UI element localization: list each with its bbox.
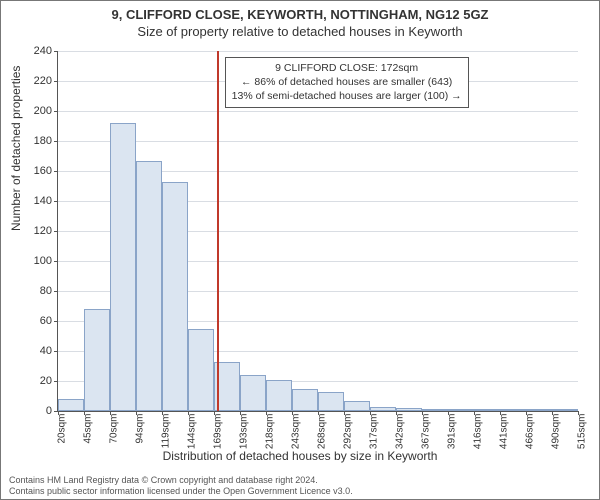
- histogram-bar: [110, 123, 136, 411]
- histogram-bar: [344, 401, 370, 412]
- chart-container: 9, CLIFFORD CLOSE, KEYWORTH, NOTTINGHAM,…: [0, 0, 600, 500]
- histogram-bar: [552, 409, 578, 411]
- ytick-label: 40: [22, 345, 52, 357]
- xtick-label: 292sqm: [343, 414, 354, 450]
- ytick-label: 160: [22, 165, 52, 177]
- ytick-mark: [54, 141, 58, 142]
- histogram-bar: [188, 329, 214, 412]
- xtick-label: 367sqm: [421, 414, 432, 450]
- histogram-bar: [474, 409, 500, 411]
- xtick-label: 119sqm: [161, 414, 172, 449]
- xtick-label: 515sqm: [577, 414, 588, 450]
- histogram-bar: [422, 409, 448, 411]
- xtick-label: 317sqm: [369, 414, 380, 450]
- ytick-label: 80: [22, 285, 52, 297]
- histogram-bar: [266, 380, 292, 412]
- ytick-label: 220: [22, 75, 52, 87]
- chart-title-line1: 9, CLIFFORD CLOSE, KEYWORTH, NOTTINGHAM,…: [1, 7, 599, 22]
- ytick-mark: [54, 261, 58, 262]
- xtick-label: 268sqm: [317, 414, 328, 450]
- xtick-label: 218sqm: [265, 414, 276, 450]
- callout-box: 9 CLIFFORD CLOSE: 172sqm ← 86% of detach…: [225, 57, 469, 108]
- xtick-label: 490sqm: [551, 414, 562, 450]
- footer-line1: Contains HM Land Registry data © Crown c…: [9, 475, 591, 486]
- ytick-mark: [54, 291, 58, 292]
- xtick-label: 243sqm: [291, 414, 302, 450]
- xtick-label: 169sqm: [213, 414, 224, 450]
- footer: Contains HM Land Registry data © Crown c…: [9, 475, 591, 498]
- histogram-bar: [136, 161, 162, 412]
- histogram-bar: [58, 399, 84, 411]
- ytick-label: 200: [22, 105, 52, 117]
- histogram-bar: [500, 409, 526, 411]
- histogram-bar: [240, 375, 266, 411]
- ytick-mark: [54, 381, 58, 382]
- ytick-mark: [54, 171, 58, 172]
- footer-line2: Contains public sector information licen…: [9, 486, 591, 497]
- ytick-mark: [54, 321, 58, 322]
- xtick-label: 466sqm: [525, 414, 536, 450]
- ytick-label: 100: [22, 255, 52, 267]
- histogram-bar: [448, 409, 474, 411]
- histogram-bar: [318, 392, 344, 412]
- ytick-mark: [54, 81, 58, 82]
- ytick-label: 20: [22, 375, 52, 387]
- chart-title-line2: Size of property relative to detached ho…: [1, 24, 599, 39]
- xtick-label: 94sqm: [135, 414, 146, 444]
- x-axis-label: Distribution of detached houses by size …: [1, 449, 599, 463]
- xtick-label: 70sqm: [109, 414, 120, 444]
- histogram-bar: [162, 182, 188, 412]
- histogram-bar: [84, 309, 110, 411]
- ytick-mark: [54, 351, 58, 352]
- ytick-mark: [54, 201, 58, 202]
- ytick-label: 60: [22, 315, 52, 327]
- property-marker-line: [217, 51, 219, 411]
- y-axis-label: Number of detached properties: [9, 66, 23, 231]
- xtick-label: 342sqm: [395, 414, 406, 450]
- xtick-label: 45sqm: [83, 414, 94, 444]
- histogram-bar: [370, 407, 396, 412]
- histogram-bar: [396, 408, 422, 411]
- histogram-bar: [292, 389, 318, 412]
- ytick-label: 0: [22, 405, 52, 417]
- callout-line1: 9 CLIFFORD CLOSE: 172sqm: [232, 61, 462, 75]
- ytick-label: 120: [22, 225, 52, 237]
- gridline-h: [58, 141, 578, 142]
- xtick-label: 144sqm: [187, 414, 198, 450]
- xtick-label: 416sqm: [473, 414, 484, 450]
- ytick-label: 140: [22, 195, 52, 207]
- gridline-h: [58, 111, 578, 112]
- histogram-bar: [526, 409, 552, 411]
- ytick-label: 240: [22, 45, 52, 57]
- xtick-label: 441sqm: [499, 414, 510, 450]
- callout-line3: 13% of semi-detached houses are larger (…: [232, 89, 462, 103]
- ytick-label: 180: [22, 135, 52, 147]
- callout-line2: ← 86% of detached houses are smaller (64…: [232, 75, 462, 89]
- ytick-mark: [54, 231, 58, 232]
- ytick-mark: [54, 51, 58, 52]
- ytick-mark: [54, 111, 58, 112]
- xtick-label: 20sqm: [57, 414, 68, 444]
- gridline-h: [58, 51, 578, 52]
- xtick-label: 391sqm: [447, 414, 458, 450]
- xtick-label: 193sqm: [239, 414, 250, 450]
- chart-area: 02040608010012014016018020022024020sqm45…: [57, 51, 577, 411]
